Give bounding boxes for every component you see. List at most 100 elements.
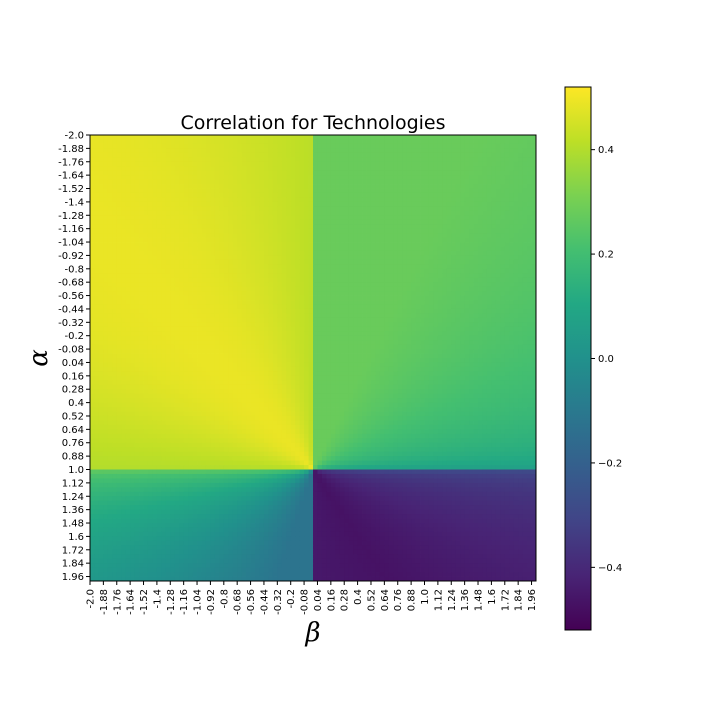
heatmap-cell (281, 300, 287, 305)
heatmap-cell (433, 308, 439, 314)
heatmap-cell (308, 233, 314, 238)
heatmap-cell (339, 326, 345, 332)
heatmap-cell (103, 219, 109, 225)
heatmap-cell (330, 206, 336, 212)
heatmap-cell (518, 228, 524, 234)
heatmap-cell (214, 277, 220, 283)
heatmap-cell (246, 184, 251, 189)
heatmap-cell (527, 268, 532, 274)
heatmap-cell (281, 233, 287, 238)
heatmap-cell (384, 259, 390, 265)
heatmap-cell (420, 206, 425, 212)
heatmap-cell (469, 135, 474, 140)
heatmap-cell (237, 246, 243, 252)
heatmap-cell (446, 224, 452, 230)
heatmap-cell (98, 192, 104, 198)
heatmap-cell (420, 197, 425, 203)
heatmap-cell (375, 259, 381, 265)
heatmap-cell (348, 139, 354, 145)
heatmap-cell (304, 273, 309, 279)
heatmap-cell (339, 277, 345, 283)
heatmap-cell (281, 349, 287, 354)
heatmap-cell (174, 255, 180, 261)
heatmap-cell (518, 206, 524, 212)
heatmap-cell (272, 188, 278, 194)
heatmap-cell (370, 353, 376, 359)
heatmap-cell (495, 201, 501, 207)
heatmap-cell (130, 331, 135, 337)
heatmap-cell (335, 188, 341, 194)
heatmap-cell (330, 353, 336, 359)
heatmap-cell (156, 152, 162, 158)
heatmap-cell (259, 201, 265, 207)
heatmap-cell (455, 179, 461, 185)
heatmap-cell (464, 268, 470, 274)
heatmap-cell (513, 308, 519, 314)
heatmap-cell (130, 313, 135, 319)
heatmap-cell (393, 228, 399, 234)
heatmap-cell (290, 268, 296, 274)
heatmap-cell (107, 139, 113, 145)
heatmap-cell (165, 188, 171, 194)
heatmap-cell (246, 277, 251, 283)
heatmap-cell (379, 152, 385, 158)
heatmap-cell (433, 268, 439, 274)
heatmap-cell (424, 291, 430, 296)
heatmap-cell (424, 215, 430, 221)
heatmap-cell (442, 246, 448, 252)
heatmap-cell (348, 219, 354, 225)
heatmap-cell (486, 228, 492, 234)
heatmap-cell (500, 170, 506, 176)
heatmap-cell (428, 255, 434, 261)
heatmap-cell (90, 335, 95, 341)
heatmap-cell (281, 192, 287, 198)
heatmap-cell (299, 139, 305, 145)
heatmap-cell (121, 148, 127, 154)
heatmap-cell (214, 219, 220, 225)
heatmap-cell (366, 175, 372, 180)
heatmap-cell (375, 233, 381, 238)
heatmap-cell (147, 273, 153, 279)
heatmap-cell (500, 139, 506, 145)
heatmap-cell (232, 210, 238, 216)
heatmap-cell (348, 148, 354, 154)
chart-title: Correlation for Technologies (180, 112, 445, 134)
heatmap-cell (143, 175, 149, 180)
heatmap-cell (442, 210, 448, 216)
heatmap-cell (370, 273, 376, 279)
heatmap-cell (313, 353, 318, 359)
heatmap-cell (531, 344, 537, 350)
heatmap-cell (268, 349, 274, 354)
heatmap-cell (313, 331, 318, 337)
heatmap-cell (357, 313, 363, 319)
heatmap-cell (116, 340, 122, 346)
heatmap-cell (339, 135, 345, 140)
heatmap-cell (281, 152, 287, 158)
heatmap-cell (304, 304, 309, 310)
heatmap-cell (313, 237, 318, 243)
heatmap-cell (237, 166, 243, 172)
heatmap-cell (259, 166, 265, 172)
heatmap-cell (281, 228, 287, 234)
heatmap-cell (428, 277, 434, 283)
heatmap-cell (295, 201, 301, 207)
heatmap-cell (357, 152, 363, 158)
heatmap-cell (304, 210, 309, 216)
heatmap-cell (518, 322, 524, 328)
heatmap-cell (223, 295, 229, 301)
heatmap-cell (143, 139, 149, 145)
heatmap-cell (518, 295, 524, 301)
heatmap-cell (366, 179, 372, 185)
heatmap-cell (469, 184, 474, 189)
heatmap-cell (420, 135, 425, 140)
heatmap-cell (357, 273, 363, 279)
heatmap-cell (348, 201, 354, 207)
heatmap-cell (437, 264, 443, 270)
heatmap-cell (90, 322, 95, 328)
heatmap-cell (335, 255, 341, 261)
heatmap-cell (491, 210, 497, 216)
heatmap-cell (428, 286, 434, 292)
heatmap-cell (451, 273, 457, 279)
heatmap-cell (183, 300, 189, 305)
heatmap-cell (353, 282, 358, 288)
